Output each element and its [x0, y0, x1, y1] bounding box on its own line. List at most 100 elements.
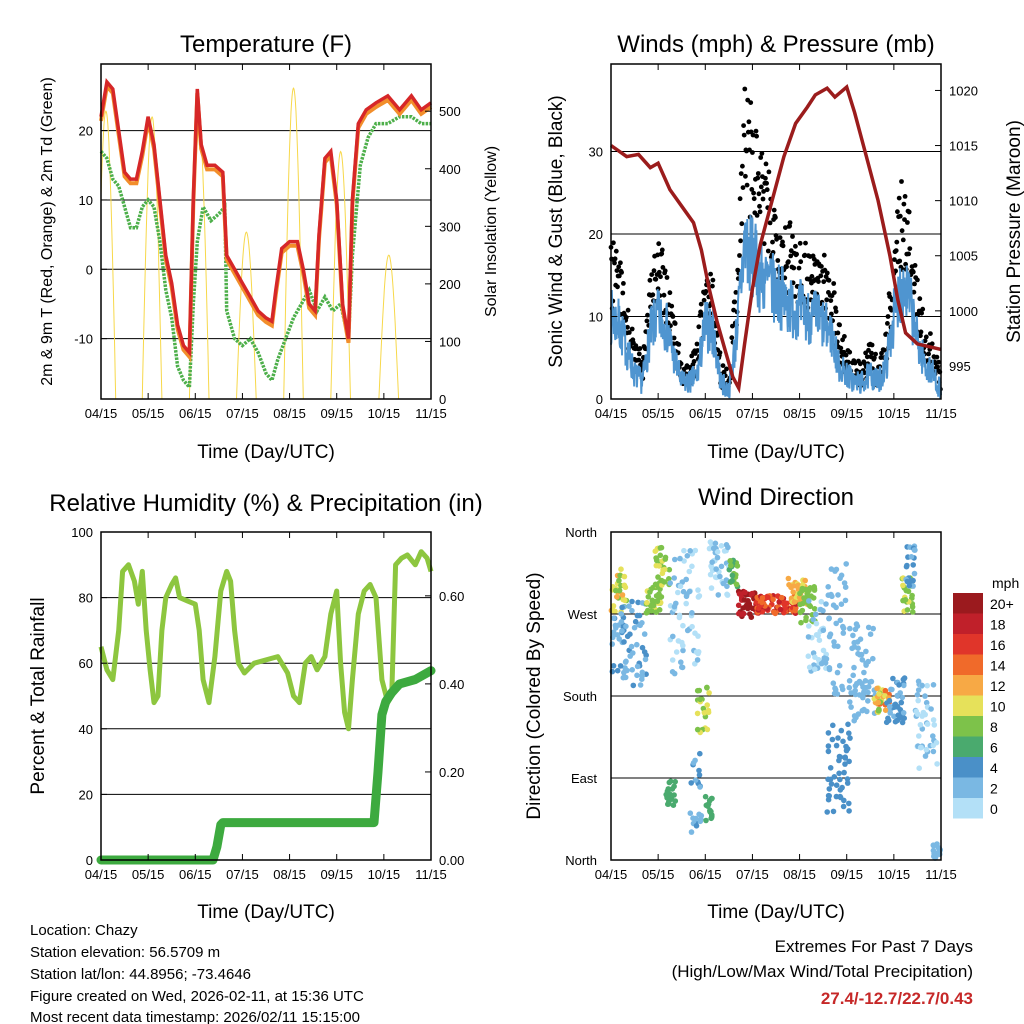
x-tick-label: 09/15	[830, 406, 863, 421]
wind-direction-point	[707, 808, 713, 815]
wind-direction-point	[628, 643, 635, 650]
wind-direction-point	[696, 767, 702, 774]
wind-direction-point	[683, 576, 689, 583]
gust-point	[882, 347, 887, 353]
x-tick-label: 10/15	[368, 867, 401, 882]
wind-direction-point	[889, 686, 895, 693]
gust-point	[650, 292, 656, 298]
wind-direction-point	[831, 639, 837, 645]
wind-direction-point	[742, 589, 748, 596]
y2-axis-label: Solar Insolation (Yellow)	[483, 146, 500, 317]
wind-direction-point	[845, 721, 851, 728]
wind-direction-point	[838, 727, 845, 734]
gust-point	[896, 195, 902, 201]
wind-direction-point	[839, 784, 845, 791]
gust-point	[625, 307, 631, 313]
wind-direction-point	[704, 726, 711, 733]
extremes-title: Extremes For Past 7 Days	[775, 937, 973, 956]
wind-direction-point	[795, 582, 801, 589]
gust-point	[893, 248, 899, 254]
wind-direction-point	[704, 685, 710, 691]
gust-point	[629, 326, 635, 332]
wind-direction-point	[919, 682, 925, 689]
gust-point	[792, 294, 798, 299]
gust-point	[763, 175, 768, 181]
wind-direction-point	[616, 577, 622, 584]
legend-label: 2	[990, 781, 998, 797]
gust-point	[907, 246, 913, 252]
wind-direction-point	[694, 657, 701, 663]
gust-point	[910, 269, 916, 275]
wind-direction-point	[842, 754, 848, 760]
wind-direction-point	[865, 698, 871, 704]
y-tick-label: North	[565, 525, 597, 540]
gust-point	[842, 334, 847, 339]
wind-direction-point	[899, 694, 906, 701]
wind-direction-point	[842, 584, 849, 590]
gust-point	[920, 306, 926, 312]
wind-direction-point	[703, 817, 709, 824]
wind-direction-point	[666, 566, 673, 573]
gust-point	[737, 196, 743, 202]
wind-direction-point	[610, 615, 617, 621]
gust-point	[816, 279, 821, 284]
wind-direction-point	[924, 721, 931, 727]
gust-point	[936, 359, 941, 365]
wind-direction-point	[610, 663, 617, 669]
wind-direction-point	[841, 769, 847, 776]
gust-point	[760, 196, 766, 202]
wind-direction-point	[870, 655, 876, 662]
gust-point	[649, 272, 655, 277]
wind-direction-point	[922, 711, 928, 718]
wind-direction-point	[735, 602, 742, 609]
gust-point	[616, 264, 622, 270]
wind-direction-point	[622, 584, 629, 591]
gust-point	[661, 292, 667, 298]
wind-direction-point	[806, 623, 812, 629]
wind-direction-point	[905, 588, 912, 595]
y-tick-label: 0	[86, 262, 93, 277]
wind-direction-point	[687, 548, 693, 554]
pressure-line	[609, 84, 942, 394]
wind-direction-point	[616, 587, 623, 594]
gust-point	[919, 310, 924, 316]
legend-label: 20+	[990, 596, 1014, 612]
wind-direction-point	[747, 611, 753, 617]
gust-point	[621, 281, 626, 286]
gust-point	[794, 251, 799, 257]
wind-direction-point	[933, 739, 940, 746]
wind-direction-point	[815, 656, 822, 663]
gust-point	[667, 290, 673, 296]
wind-direction-point	[672, 556, 678, 563]
y-axis-label: Percent & Total Rainfall	[28, 597, 49, 794]
gust-point	[912, 281, 917, 287]
gust-point	[767, 220, 773, 226]
wind-direction-point	[687, 810, 694, 816]
wind-direction-point	[812, 666, 818, 672]
gust-point	[740, 185, 746, 191]
gust-point	[616, 273, 622, 279]
wind-direction-point	[867, 631, 874, 637]
gust-point	[869, 350, 874, 356]
wind-direction-point	[736, 591, 743, 597]
x-tick-label: 04/15	[85, 406, 118, 421]
wind-direction-point	[846, 758, 852, 765]
gust-point	[741, 132, 747, 138]
wind-direction-point	[642, 656, 649, 663]
wind-direction-point	[867, 679, 873, 685]
gust-point	[751, 196, 757, 202]
plot-frame	[610, 63, 942, 400]
legend-label: 4	[990, 760, 998, 776]
wind-direction-point	[901, 675, 908, 681]
wind-direction-point	[904, 578, 911, 585]
gust-point	[619, 270, 624, 275]
wind-direction-point	[813, 632, 820, 638]
gust-point	[636, 357, 642, 363]
extremes-box: Extremes For Past 7 Days (High/Low/Max W…	[672, 937, 973, 1008]
wind-direction-point	[772, 610, 779, 617]
wind-direction-point	[695, 650, 701, 657]
wind-direction-point	[825, 592, 832, 598]
wind-direction-point	[666, 799, 672, 805]
gust-point	[918, 329, 924, 335]
wind-direction-point	[681, 547, 687, 554]
